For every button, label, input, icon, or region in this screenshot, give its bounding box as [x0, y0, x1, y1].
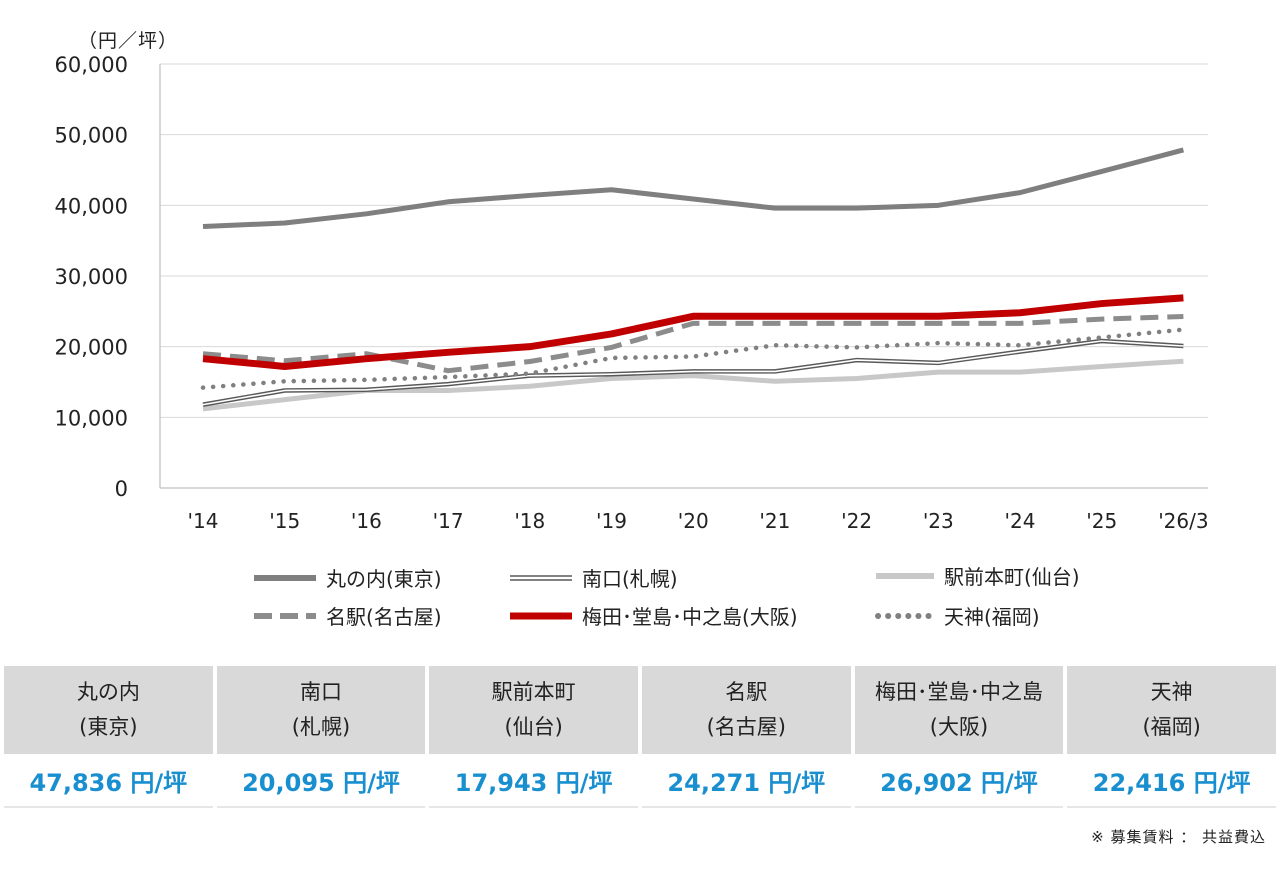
area-name: 天神 [1150, 680, 1193, 704]
series-line-sendai [202, 358, 1184, 412]
rent-value: 24,271 円/坪 [641, 754, 851, 808]
chart-legend: 丸の内(東京) 南口(札幌) 駅前本町(仙台) 名駅(名古屋) 梅田･堂島･中之… [0, 556, 1280, 636]
summary-value-row: 47,836 円/坪 20,095 円/坪 17,943 円/坪 24,271 … [4, 754, 1276, 808]
x-tick-label: '26/3 [1158, 509, 1208, 533]
rent-value: 17,943 円/坪 [429, 754, 638, 808]
rent-value: 26,902 円/坪 [854, 754, 1064, 808]
rent-value: 47,836 円/坪 [4, 754, 213, 808]
y-tick-label: 0 [115, 477, 128, 501]
legend-swatch-solid-red [510, 612, 572, 619]
line-chart: 0 10,000 20,000 30,000 40,000 50,000 60,000 '14… [55, 53, 1209, 533]
legend-swatch-dashed [254, 612, 316, 619]
footnote: ※ 募集賃料 ： 共益費込 [1091, 828, 1266, 846]
legend-label: 名駅(名古屋) [326, 605, 442, 629]
legend-item-sapporo: 南口(札幌) [508, 563, 678, 592]
y-axis-unit-label: （円／坪） [78, 30, 179, 52]
rent-value: 20,095 円/坪 [216, 754, 426, 808]
x-tick-label: '19 [596, 509, 627, 533]
area-name: 名駅 [725, 680, 768, 704]
city-name: (札幌) [291, 715, 351, 739]
legend-swatch-double-line [510, 574, 572, 581]
y-tick-label: 50,000 [55, 124, 128, 148]
x-tick-label: '15 [269, 509, 300, 533]
x-tick-label: '16 [351, 509, 382, 533]
legend-item-fukuoka: 天神(福岡) [874, 601, 1040, 630]
x-tick-label: '24 [1005, 509, 1036, 533]
y-tick-label: 30,000 [55, 265, 128, 289]
legend-label: 南口(札幌) [582, 567, 678, 591]
series-line-fukuoka [200, 327, 1186, 390]
x-tick-label: '20 [678, 509, 709, 533]
legend-label: 駅前本町(仙台) [944, 565, 1080, 589]
x-tick-label: '17 [433, 509, 464, 533]
legend-item-sendai: 駅前本町(仙台) [874, 561, 1080, 590]
city-name: (名古屋) [706, 715, 786, 739]
summary-header-cell: 梅田･堂島･中之島 (大阪) [854, 666, 1064, 754]
rent-value: 22,416 円/坪 [1067, 754, 1276, 808]
x-tick-label: '23 [923, 509, 954, 533]
x-tick-label: '22 [841, 509, 872, 533]
area-name: 南口 [299, 680, 342, 704]
summary-header-cell: 駅前本町 (仙台) [429, 666, 638, 754]
area-name: 梅田･堂島･中之島 [874, 680, 1043, 704]
y-tick-label: 40,000 [55, 194, 128, 218]
x-tick-label: '14 [188, 509, 219, 533]
series-line-marunouchi [202, 147, 1185, 230]
area-name: 駅前本町 [491, 680, 576, 704]
y-tick-label: 10,000 [55, 406, 128, 430]
y-tick-label: 60,000 [55, 53, 128, 77]
series-line-sapporo-inner [202, 340, 1184, 406]
x-tick-label: '21 [759, 509, 790, 533]
legend-item-nagoya: 名駅(名古屋) [252, 601, 442, 630]
summary-header-cell: 南口 (札幌) [216, 666, 426, 754]
legend-item-marunouchi: 丸の内(東京) [252, 563, 442, 592]
summary-header-cell: 丸の内 (東京) [4, 666, 213, 754]
city-name: (大阪) [929, 715, 989, 739]
summary-header-row: 丸の内 (東京) 南口 (札幌) 駅前本町 (仙台) 名駅 (名古屋) 梅田･堂島･中之… [4, 666, 1276, 754]
series-line-osaka [202, 294, 1184, 370]
series-line-nagoya [202, 313, 1184, 374]
legend-item-osaka: 梅田･堂島･中之島(大阪) [508, 601, 798, 630]
y-tick-label: 20,000 [55, 336, 128, 360]
legend-swatch-solid-thick [254, 574, 316, 581]
x-tick-label: '25 [1086, 509, 1117, 533]
legend-label: 丸の内(東京) [326, 567, 442, 591]
city-name: (東京) [79, 715, 138, 739]
legend-swatch-solid-light [876, 572, 934, 579]
area-name: 丸の内 [76, 680, 140, 704]
summary-header-cell: 名駅 (名古屋) [641, 666, 851, 754]
legend-label: 梅田･堂島･中之島(大阪) [582, 605, 798, 629]
x-tick-label: '18 [514, 509, 545, 533]
rent-summary-table: 丸の内 (東京) 南口 (札幌) 駅前本町 (仙台) 名駅 (名古屋) 梅田･堂島･中之… [0, 666, 1280, 808]
city-name: (福岡) [1142, 715, 1201, 739]
city-name: (仙台) [504, 715, 563, 739]
legend-label: 天神(福岡) [944, 605, 1040, 629]
legend-swatch-dotted [875, 612, 936, 619]
summary-header-cell: 天神 (福岡) [1067, 666, 1276, 754]
